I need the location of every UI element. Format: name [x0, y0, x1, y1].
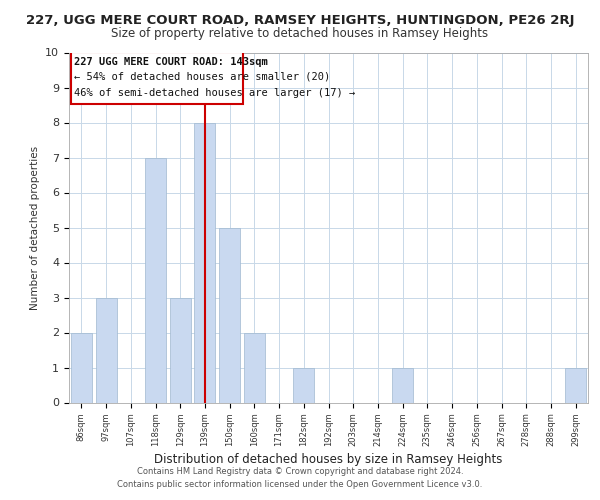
- Text: 227, UGG MERE COURT ROAD, RAMSEY HEIGHTS, HUNTINGDON, PE26 2RJ: 227, UGG MERE COURT ROAD, RAMSEY HEIGHTS…: [26, 14, 574, 27]
- Text: ← 54% of detached houses are smaller (20): ← 54% of detached houses are smaller (20…: [74, 71, 330, 81]
- Bar: [565, 368, 586, 402]
- Bar: [293, 368, 314, 402]
- Bar: [170, 298, 191, 403]
- FancyBboxPatch shape: [71, 52, 243, 104]
- Y-axis label: Number of detached properties: Number of detached properties: [30, 146, 40, 310]
- Bar: [244, 332, 265, 402]
- Bar: [219, 228, 240, 402]
- Text: 46% of semi-detached houses are larger (17) →: 46% of semi-detached houses are larger (…: [74, 88, 355, 98]
- Text: 227 UGG MERE COURT ROAD: 143sqm: 227 UGG MERE COURT ROAD: 143sqm: [74, 56, 268, 66]
- Bar: [194, 122, 215, 402]
- Text: Size of property relative to detached houses in Ramsey Heights: Size of property relative to detached ho…: [112, 28, 488, 40]
- Text: Contains public sector information licensed under the Open Government Licence v3: Contains public sector information licen…: [118, 480, 482, 489]
- Bar: [392, 368, 413, 402]
- X-axis label: Distribution of detached houses by size in Ramsey Heights: Distribution of detached houses by size …: [154, 453, 503, 466]
- Text: Contains HM Land Registry data © Crown copyright and database right 2024.: Contains HM Land Registry data © Crown c…: [137, 467, 463, 476]
- Bar: [145, 158, 166, 402]
- Bar: [95, 298, 116, 403]
- Bar: [71, 332, 92, 402]
